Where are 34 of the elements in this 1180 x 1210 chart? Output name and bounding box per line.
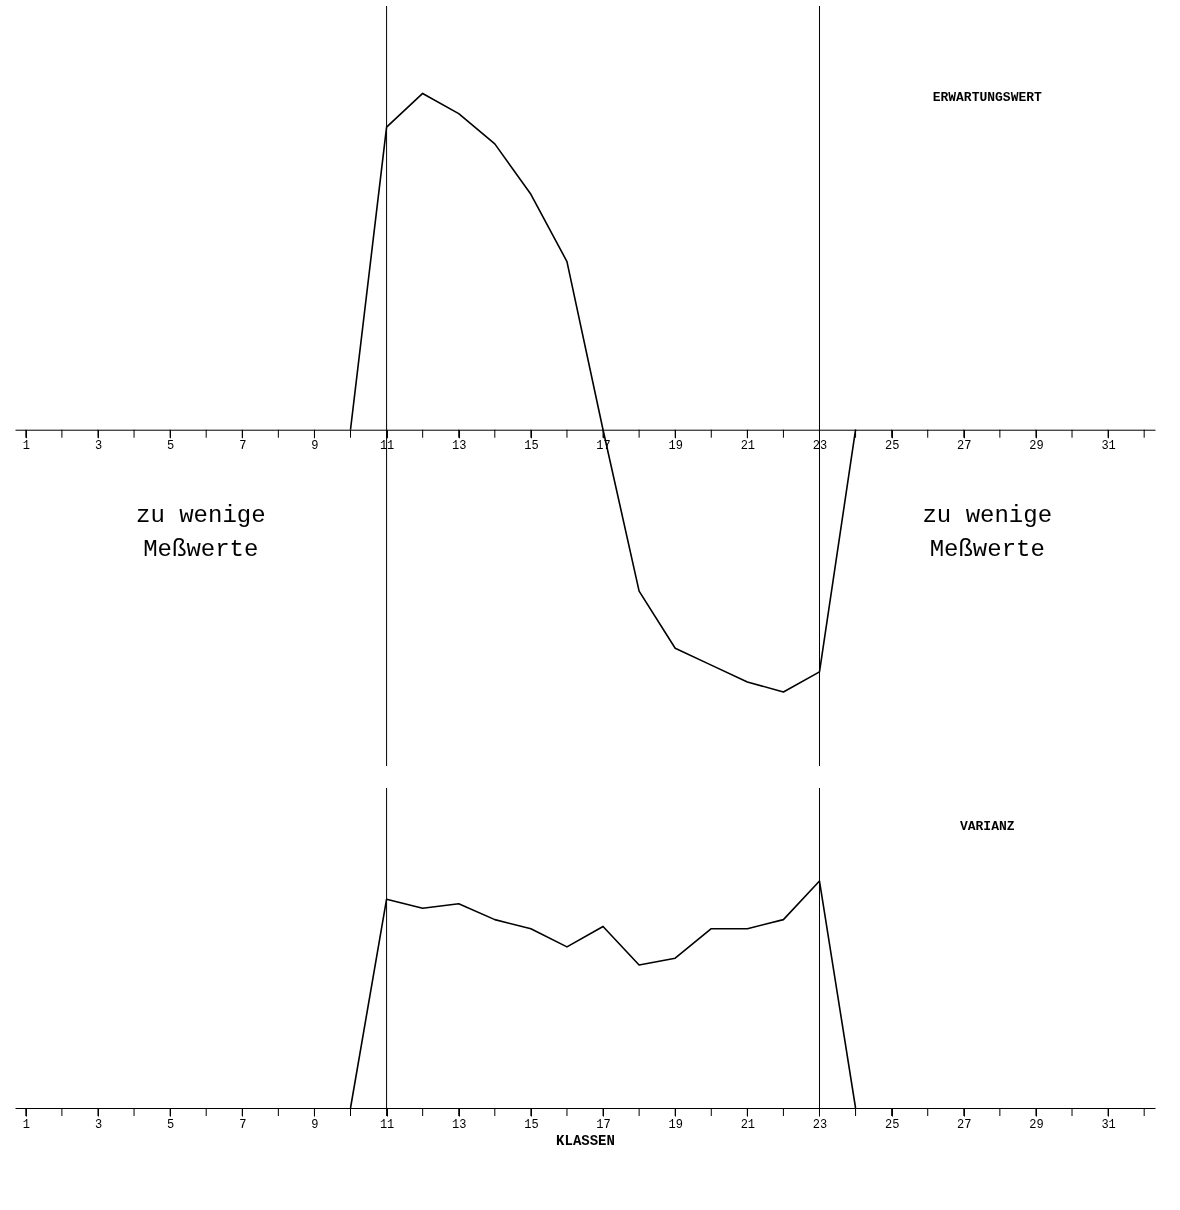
- x-tick-label: 29: [1029, 1117, 1044, 1132]
- x-tick-label: 1: [22, 439, 30, 454]
- x-tick-label: 1: [22, 1117, 30, 1132]
- x-tick-label: 29: [1029, 439, 1044, 454]
- x-axis-title: KLASSEN: [556, 1132, 615, 1149]
- x-tick-label: 25: [884, 439, 900, 454]
- x-tick-label: 15: [524, 1117, 539, 1132]
- x-tick-label: 25: [884, 1117, 900, 1132]
- x-tick-label: 11: [379, 1117, 395, 1132]
- x-tick-label: 3: [94, 439, 103, 454]
- annotation: zu wenige Meßwerte: [922, 502, 1053, 564]
- text: VARIANZ: [959, 819, 1015, 835]
- x-tick-label: 17: [596, 1117, 611, 1132]
- x-tick-label: 19: [668, 439, 683, 454]
- x-tick-label: 3: [94, 1117, 103, 1132]
- x-tick-label: 15: [524, 439, 539, 454]
- x-tick-label: 27: [957, 1117, 972, 1132]
- x-tick-label: 19: [668, 1117, 683, 1132]
- x-tick-label: 9: [311, 1117, 319, 1132]
- x-tick-label: 7: [239, 1117, 247, 1132]
- x-tick-label: 9: [311, 439, 319, 454]
- x-tick-label: 7: [239, 439, 247, 454]
- x-tick-label: 23: [812, 1117, 828, 1132]
- x-tick-label: 5: [167, 1117, 175, 1132]
- x-tick-label: 21: [740, 1117, 756, 1132]
- x-tick-label: 5: [167, 439, 175, 454]
- x-tick-label: 13: [452, 1117, 467, 1132]
- x-tick-label: 31: [1101, 1117, 1116, 1132]
- x-tick-label: 31: [1101, 439, 1116, 454]
- annotation: zu wenige Meßwerte: [135, 502, 266, 564]
- text: ERWARTUNGSWERT: [932, 90, 1043, 106]
- x-tick-label: 13: [452, 439, 467, 454]
- x-tick-label: 21: [740, 439, 756, 454]
- x-tick-label: 27: [957, 439, 972, 454]
